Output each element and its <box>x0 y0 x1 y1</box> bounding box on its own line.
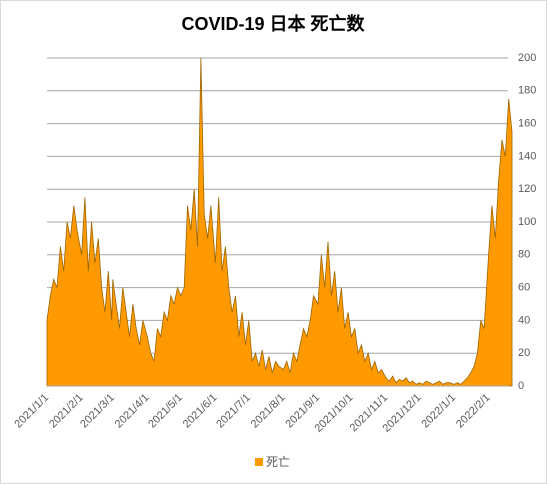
y-tick-label: 0 <box>518 380 524 392</box>
area <box>46 57 513 387</box>
y-tick-label: 20 <box>518 347 530 359</box>
y-tick-label: 80 <box>518 249 530 261</box>
chart-title: COVID-19 日本 死亡数 <box>181 13 365 34</box>
y-tick-label: 140 <box>518 150 536 162</box>
y-tick-label: 100 <box>518 216 536 228</box>
y-tick-label: 120 <box>518 183 536 195</box>
y-tick-label: 40 <box>518 314 530 326</box>
y-tick-label: 180 <box>518 85 536 97</box>
y-tick-label: 60 <box>518 282 530 294</box>
y-tick-label: 200 <box>518 52 536 64</box>
legend-label: 死亡 <box>266 455 290 469</box>
legend-swatch <box>255 458 263 466</box>
y-tick-label: 160 <box>518 118 536 130</box>
